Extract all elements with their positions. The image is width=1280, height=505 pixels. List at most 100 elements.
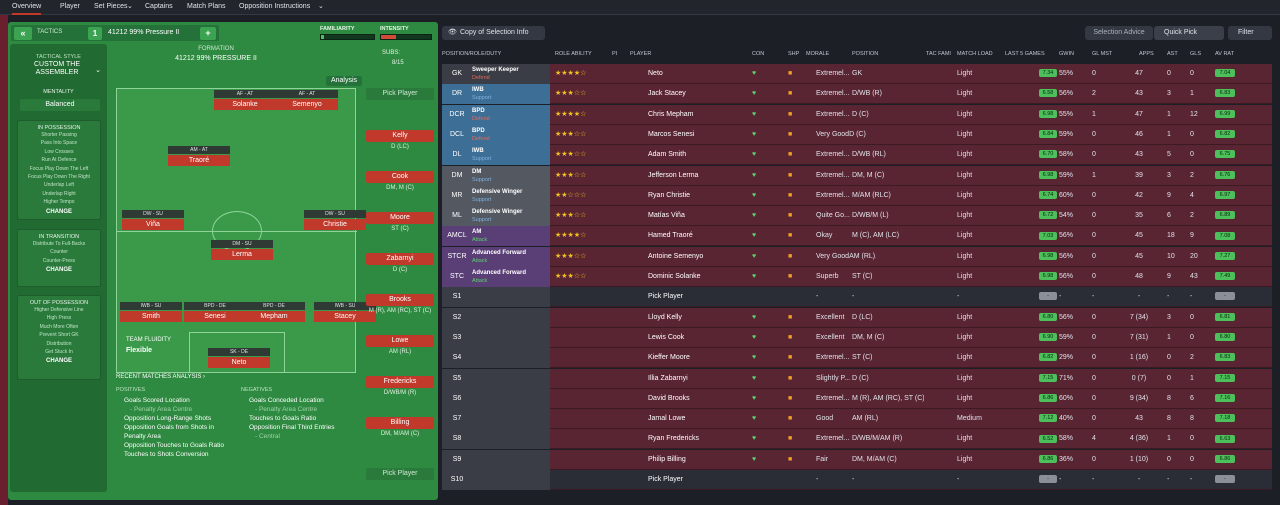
pitch-player[interactable]: IWB - SU Stacey (314, 302, 376, 332)
table-row[interactable]: STC Advanced Forward Attack ★★★☆☆ Dominic So… (442, 267, 1272, 287)
transition-change-button[interactable]: CHANGE (45, 267, 72, 274)
role-duty[interactable] (472, 409, 550, 430)
add-tactic-icon[interactable]: + (200, 26, 216, 40)
player-name[interactable]: Kieffer Moore (648, 354, 690, 362)
column-header[interactable]: CON (752, 51, 765, 57)
column-header[interactable]: POSITION/ROLE/DUTY (442, 51, 502, 57)
formation-name[interactable]: 41212 99% PRESSURE II (175, 55, 257, 62)
pick-player-bottom[interactable]: Pick Player (366, 468, 434, 480)
column-header[interactable]: GWIN (1059, 51, 1074, 57)
role-duty[interactable] (472, 348, 550, 369)
role-duty[interactable]: IWB Support (472, 84, 550, 105)
player-name[interactable]: Lloyd Kelly (648, 313, 682, 321)
table-row[interactable]: S5 Illia Zabarnyi ♥ ■ Slightly P... D (C) Ligh… (442, 368, 1272, 389)
role-duty[interactable]: AM Attack (472, 226, 550, 247)
sub-player-name[interactable]: Zabarnyi (366, 253, 434, 265)
sub-player-name[interactable]: Billing (366, 417, 434, 429)
set-pieces-dropdown-icon[interactable]: ⌄ (127, 3, 133, 10)
player-name[interactable]: Illia Zabarnyi (648, 374, 688, 382)
role-duty[interactable]: BPD Defend (472, 124, 550, 145)
column-header[interactable]: TAC FAMI (926, 51, 951, 57)
column-header[interactable]: GL MST (1092, 51, 1113, 57)
role-duty[interactable]: BPD Defend (472, 104, 550, 125)
tab-overview[interactable]: Overview (12, 0, 42, 15)
role-duty[interactable] (472, 449, 550, 470)
role-duty[interactable] (472, 429, 550, 450)
player-name[interactable]: Lewis Cook (648, 333, 685, 341)
role-duty[interactable] (472, 470, 550, 490)
player-name[interactable]: Jack Stacey (648, 90, 686, 98)
out-possession-change-button[interactable]: CHANGE (45, 358, 72, 365)
opposition-dropdown-icon[interactable]: ⌄ (318, 3, 324, 10)
role-duty[interactable]: IWB Support (472, 145, 550, 166)
sub-player-name[interactable]: Fredericks (366, 376, 434, 388)
tab-set-pieces[interactable]: Set Pieces (94, 3, 128, 10)
tab-opposition-instructions[interactable]: Opposition Instructions (239, 3, 311, 10)
table-row[interactable]: S3 Lewis Cook ♥ ■ Excellent DM, M (C) Light 6.9… (442, 327, 1272, 348)
view-select[interactable]: Copy of Selection Info (442, 26, 545, 40)
possession-change-button[interactable]: CHANGE (45, 208, 72, 215)
column-header[interactable]: LAST 5 GAMES (1005, 51, 1045, 57)
table-row[interactable]: S8 Ryan Fredericks ♥ ■ Extremel... D/WB/M/AM … (442, 429, 1272, 450)
table-row[interactable]: S1 Pick Player - - - - - - - - - - (442, 287, 1272, 308)
pitch-player[interactable]: BPD - DE Mepham (243, 302, 305, 332)
tactical-style-name[interactable]: CUSTOM THE ASSEMBLER (33, 61, 81, 76)
player-name[interactable]: Pick Player (648, 476, 684, 483)
table-row[interactable]: S7 Jamal Lowe ♥ ■ Good AM (RL) Medium 7.12 40% 0 4… (442, 409, 1272, 430)
pitch-player[interactable]: AF - AT Solanke (214, 90, 276, 120)
player-name[interactable]: Ryan Christie (648, 191, 691, 199)
role-duty[interactable] (472, 327, 550, 348)
column-header[interactable]: APPS (1139, 51, 1154, 57)
player-name[interactable]: Jamal Lowe (648, 415, 686, 423)
table-row[interactable]: ML Defensive Winger Support ★★★☆☆ Matías Viñ… (442, 206, 1272, 227)
table-row[interactable]: AMCL AM Attack ★★★★☆ Hamed Traoré ♥ ■ Okay M (C)… (442, 226, 1272, 247)
sub-player-name[interactable]: Kelly (366, 130, 434, 142)
selection-advice-button[interactable]: Selection Advice (1085, 26, 1153, 40)
analysis-button[interactable]: Analysis (326, 76, 362, 86)
player-name[interactable]: Chris Mepham (648, 110, 694, 118)
pitch-player[interactable]: IWB - SU Smith (120, 302, 182, 332)
pitch-player[interactable]: AF - AT Semenyo (276, 90, 338, 120)
role-duty[interactable]: Defensive Winger Support (472, 185, 550, 206)
column-header[interactable]: PI (612, 51, 618, 57)
table-row[interactable]: DCR BPD Defend ★★★★☆ Chris Mepham ♥ ■ Extremel.… (442, 104, 1272, 125)
sub-player-name[interactable]: Moore (366, 212, 434, 224)
table-row[interactable]: GK Sweeper Keeper Defend ★★★★☆ Neto ♥ ■ Extreme… (442, 64, 1272, 84)
role-duty[interactable] (472, 287, 550, 308)
player-name[interactable]: Dominic Solanke (648, 273, 701, 280)
role-duty[interactable]: Defensive Winger Support (472, 206, 550, 227)
table-row[interactable]: S9 Philip Billing ♥ ■ Fair DM, M/AM (C) Light 6… (442, 449, 1272, 470)
table-row[interactable]: MR Defensive Winger Support ★★☆☆☆ Ryan Chris… (442, 185, 1272, 206)
column-header[interactable]: SHP (788, 51, 800, 57)
quick-pick-button[interactable]: Quick Pick (1154, 26, 1224, 40)
sub-player-name[interactable]: Lowe (366, 335, 434, 347)
player-name[interactable]: Antoine Semenyo (648, 252, 704, 260)
player-name[interactable]: Adam Smith (648, 151, 687, 159)
column-header[interactable]: ROLE ABILITY (555, 51, 592, 57)
tab-captains[interactable]: Captains (145, 3, 173, 10)
player-name[interactable]: Hamed Traoré (648, 232, 693, 240)
pitch-player[interactable]: BPD - DE Senesi (184, 302, 246, 332)
table-row[interactable]: DM DM Support ★★★☆☆ Jefferson Lerma ♥ ■ Extreme… (442, 165, 1272, 186)
player-name[interactable]: David Brooks (648, 394, 690, 402)
table-row[interactable]: DL IWB Support ★★★☆☆ Adam Smith ♥ ■ Extremel...… (442, 145, 1272, 166)
mentality-select[interactable]: Balanced (20, 99, 100, 111)
pitch-player[interactable]: AM - AT Traoré (168, 146, 230, 176)
filter-button[interactable]: Filter (1228, 26, 1272, 40)
role-duty[interactable] (472, 368, 550, 389)
player-name[interactable]: Marcos Senesi (648, 130, 695, 138)
role-duty[interactable]: Sweeper Keeper Defend (472, 64, 550, 84)
role-duty[interactable]: Advanced Forward Attack (472, 267, 550, 287)
player-name[interactable]: Pick Player (648, 293, 684, 301)
role-duty[interactable]: DM Support (472, 165, 550, 186)
table-row[interactable]: S2 Lloyd Kelly ♥ ■ Excellent D (LC) Light 6.80 5… (442, 307, 1272, 328)
tactic-number[interactable]: 1 (88, 26, 102, 40)
player-name[interactable]: Ryan Fredericks (648, 435, 699, 443)
pitch-player[interactable]: SK - DE Neto (208, 348, 270, 378)
tab-match-plans[interactable]: Match Plans (187, 3, 226, 10)
table-row[interactable]: DCL BPD Defend ★★★☆☆ Marcos Senesi ♥ ■ Very Goo… (442, 124, 1272, 145)
table-row[interactable]: STCR Advanced Forward Attack ★★★☆☆ Antoine S… (442, 246, 1272, 267)
chevron-down-icon[interactable]: ⌄ (95, 67, 101, 74)
column-header[interactable]: PLAYER (630, 51, 652, 57)
recent-matches-title[interactable]: RECENT MATCHES ANALYSIS › (116, 374, 206, 380)
